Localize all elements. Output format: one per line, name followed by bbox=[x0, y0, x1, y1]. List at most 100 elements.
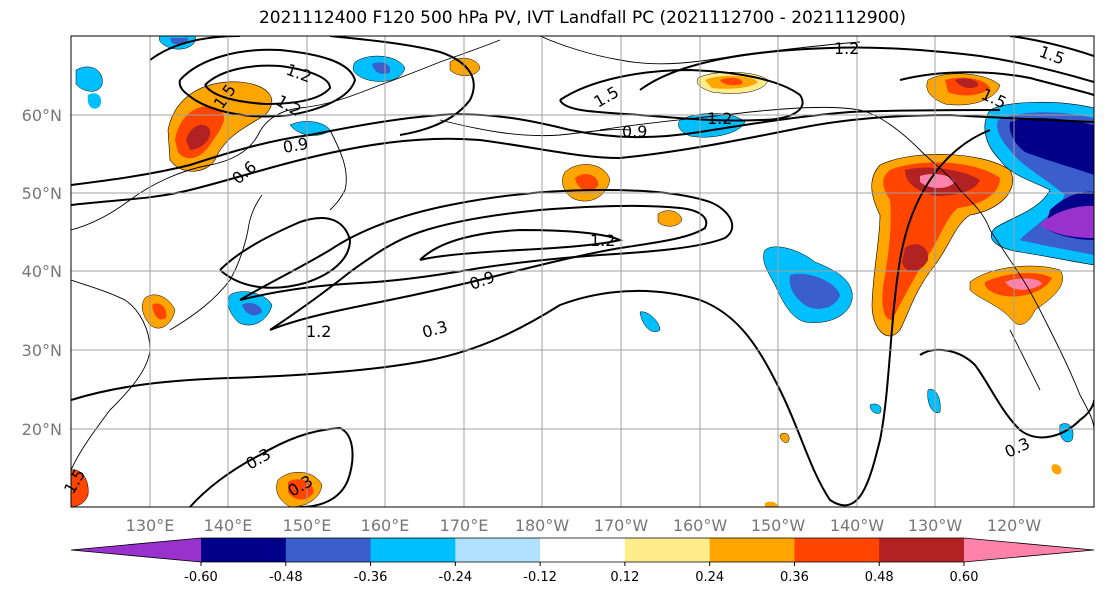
cold-anomaly-small5 bbox=[869, 403, 882, 414]
colorbar-ticks: -0.60 -0.48 -0.36 -0.24 -0.12 0.12 0.24 0.36 0.4… bbox=[184, 562, 978, 585]
colorbar-segment bbox=[794, 538, 880, 562]
colorbar-segments bbox=[70, 537, 1095, 563]
contour-0.3-south bbox=[189, 426, 354, 507]
longitude-label: 160°W bbox=[673, 516, 728, 535]
cold-anomaly-japan-core bbox=[242, 302, 262, 316]
coastline-asia bbox=[71, 39, 501, 231]
contour-0.9-loop bbox=[239, 188, 734, 301]
cold-anomaly-small3 bbox=[639, 311, 661, 332]
warm-anomaly-mid-core bbox=[575, 174, 599, 191]
colorbar-tick-label: -0.12 bbox=[523, 570, 557, 585]
gridline-layer bbox=[71, 36, 1094, 507]
longitude-label: 140°W bbox=[830, 516, 885, 535]
cold-anomaly-small4 bbox=[927, 388, 941, 414]
warm-anomaly-bottom bbox=[765, 501, 778, 507]
warm-anomaly-aleut-core bbox=[720, 77, 743, 86]
coastline-chukotka bbox=[439, 119, 631, 137]
contour-label: 0.6 bbox=[228, 157, 260, 188]
warm-anomaly-ak-inner bbox=[955, 78, 979, 88]
colorbar-segment bbox=[879, 538, 965, 562]
colorbar-extend-high bbox=[964, 538, 1094, 562]
colorbar-segment bbox=[201, 538, 287, 562]
colorbar-segment bbox=[370, 538, 456, 562]
contour-0.3-east bbox=[919, 348, 1094, 439]
contour-layer bbox=[71, 36, 1094, 507]
colorbar-tick-label: -0.60 bbox=[184, 570, 218, 585]
coastline-baja bbox=[1009, 329, 1041, 391]
contour-1.2-inner bbox=[419, 228, 624, 261]
colorbar-segment bbox=[540, 538, 626, 562]
colorbar-extend-low bbox=[71, 538, 201, 562]
cold-anomaly-kuril-core bbox=[372, 62, 391, 74]
colorbar-segment bbox=[624, 538, 711, 562]
longitude-label: 170°E bbox=[440, 516, 489, 535]
colorbar-segment bbox=[285, 538, 372, 562]
contour-label: 1.2 bbox=[707, 109, 732, 128]
colorbar-segment bbox=[455, 538, 541, 562]
coastline-japan bbox=[169, 194, 263, 331]
cold-anomaly-ne-deep bbox=[1009, 118, 1094, 175]
map-title: 2021112400 F120 500 hPa PV, IVT Landfall… bbox=[258, 8, 906, 28]
contour-1.2-ak bbox=[639, 46, 1094, 91]
latitude-label: 40°N bbox=[22, 262, 62, 281]
contour-0.3-main bbox=[71, 129, 991, 507]
warm-anomaly-plume-mid bbox=[902, 244, 929, 272]
latitude-label: 20°N bbox=[22, 420, 62, 439]
coastline-korea-china bbox=[71, 279, 151, 471]
longitude-label: 160°E bbox=[361, 516, 410, 535]
warm-anomaly-plume-red bbox=[882, 162, 1000, 320]
contour-label: 0.9 bbox=[281, 134, 309, 157]
colorbar-segment bbox=[709, 538, 795, 562]
contour-label: 1.2 bbox=[306, 322, 331, 341]
map-frame bbox=[70, 35, 1095, 508]
cold-anomaly-central-core bbox=[789, 273, 840, 309]
contour-label: 1.2 bbox=[590, 231, 615, 250]
contour-1.5-okh bbox=[178, 48, 357, 118]
longitude-label: 170°W bbox=[594, 516, 649, 535]
longitude-label: 130°E bbox=[126, 516, 175, 535]
longitude-label: 150°W bbox=[751, 516, 806, 535]
warm-anomaly-small8 bbox=[1051, 464, 1062, 475]
warm-anomaly-small2 bbox=[657, 210, 683, 227]
warm-anomaly-korea-core bbox=[152, 303, 167, 320]
cold-anomaly-nw bbox=[75, 66, 103, 92]
coastline-namerica bbox=[989, 229, 1094, 431]
latitude-label: 60°N bbox=[22, 106, 62, 125]
longitude-label: 140°E bbox=[204, 516, 253, 535]
contour-label: 1.2 bbox=[834, 39, 859, 58]
colorbar-tick-label: 0.24 bbox=[695, 570, 724, 585]
longitude-label: 130°W bbox=[908, 516, 963, 535]
colorbar-tick-label: 0.60 bbox=[950, 570, 979, 585]
contour-0.9-a bbox=[71, 109, 1001, 186]
warm-anomaly-okhotsk-inner bbox=[186, 124, 211, 150]
colorbar-tick-label: 0.48 bbox=[865, 570, 894, 585]
longitude-label: 150°E bbox=[283, 516, 332, 535]
colorbar-tick-label: -0.24 bbox=[439, 570, 473, 585]
colorbar-tick-label: 0.12 bbox=[610, 570, 639, 585]
colorbar-tick-label: 0.36 bbox=[780, 570, 809, 585]
cold-anomaly-sakhalin bbox=[289, 121, 331, 136]
contour-label: 0.9 bbox=[622, 122, 647, 141]
contour-1.2-japan bbox=[219, 217, 352, 289]
warm-anomaly-small7 bbox=[779, 432, 790, 443]
coastline-kamchatka bbox=[329, 129, 347, 211]
longitude-labels: 130°E 140°E 150°E 160°E 170°E 180°W 170°… bbox=[126, 516, 1042, 535]
contour-1.5-ne bbox=[1009, 36, 1094, 57]
latitude-label: 30°N bbox=[22, 341, 62, 360]
coastline-arctic bbox=[539, 36, 861, 65]
contour-label: 0.3 bbox=[420, 317, 450, 342]
latitude-label: 50°N bbox=[22, 184, 62, 203]
longitude-label: 120°W bbox=[987, 516, 1042, 535]
colorbar-tick-label: -0.36 bbox=[354, 570, 388, 585]
contour-1.5-okh2 bbox=[204, 64, 332, 106]
cold-anomaly-nw2 bbox=[87, 93, 102, 109]
colorbar-tick-label: -0.48 bbox=[269, 570, 303, 585]
contour-1.2-loop bbox=[269, 204, 708, 331]
latitude-labels: 60°N 50°N 40°N 30°N 20°N bbox=[22, 106, 62, 439]
contour-1.5-ak bbox=[899, 71, 1094, 96]
contour-label: 1.5 bbox=[591, 82, 623, 111]
colorbar: -0.60 -0.48 -0.36 -0.24 -0.12 0.12 0.24 0.36 0.4… bbox=[70, 537, 1095, 585]
cold-anomaly-ne-purple bbox=[1040, 205, 1094, 238]
longitude-label: 180°W bbox=[515, 516, 570, 535]
